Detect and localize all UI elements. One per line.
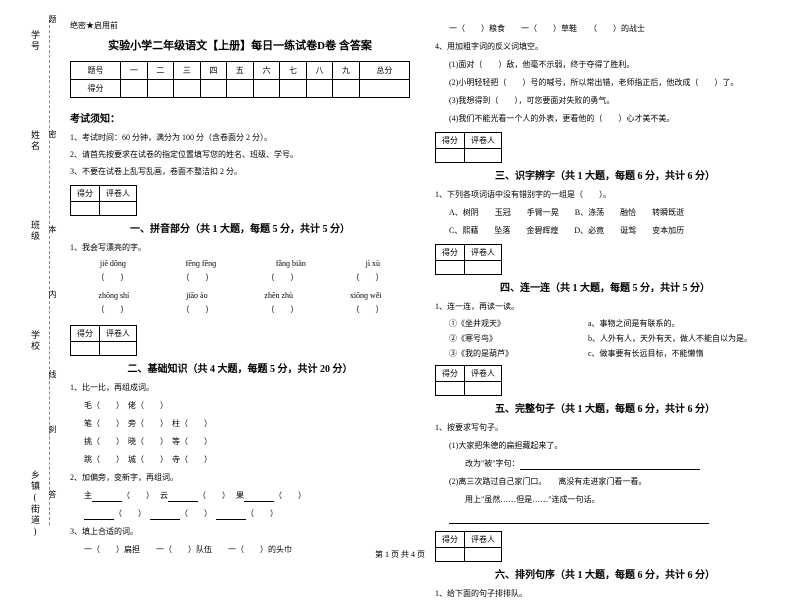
sec2-q3-line: 一（ ）扁担 一（ ）队伍 一（ ）的头巾 bbox=[70, 544, 410, 556]
py-1-0: jiē dōnɡ bbox=[100, 259, 126, 268]
gutter-mark-5: 刹 bbox=[47, 425, 58, 435]
th-5: 五 bbox=[227, 62, 254, 80]
paren-row-1: （ ）（ ）（ ）（ ） bbox=[70, 272, 410, 283]
th-9: 九 bbox=[333, 62, 360, 80]
sec2-q4: 4、用加粗字词的反义词填空。 bbox=[435, 41, 775, 53]
gutter-label-xingming: 姓名 bbox=[29, 130, 42, 152]
sec2-q1: 1、比一比，再组成词。 bbox=[70, 382, 410, 394]
sec5-item-2: (2)离三次路过自己家门口。 离没有走进家门看一看。 bbox=[435, 476, 775, 488]
pinyin-row-2: zhōnɡ shí jiāo ào zhēn zhù xiōnɡ wěi bbox=[70, 291, 410, 300]
binding-gutter: 学号 姓名 班级 学校 乡镇(街道) 题 密 本 内 线 刹 答 bbox=[0, 0, 60, 545]
notice-3: 3、不要在试卷上乱写乱画，卷面不整洁扣 2 分。 bbox=[70, 166, 410, 177]
th-8: 八 bbox=[306, 62, 333, 80]
pair-row-3: 跳（ ） 城（ ） 寺（ ） bbox=[70, 454, 410, 466]
py-1-3: jì xù bbox=[366, 259, 380, 268]
sec6-q1: 1、给下面的句子排排队。 bbox=[435, 588, 775, 600]
sec4-q1: 1、连一连，再读一读。 bbox=[435, 301, 775, 313]
th-4: 四 bbox=[200, 62, 227, 80]
th-0: 题号 bbox=[71, 62, 121, 80]
notice-1: 1、考试时间：60 分钟，满分为 100 分（含卷面分 2 分）。 bbox=[70, 132, 410, 143]
sb-c2: 评卷人 bbox=[100, 185, 137, 201]
sb-c1: 得分 bbox=[71, 185, 100, 201]
sec5-blank bbox=[435, 512, 775, 524]
sec2-q2-line2: （ ） （ ） （ ） bbox=[70, 508, 410, 520]
table-row: 得分 bbox=[71, 80, 410, 98]
gutter-mark-0: 题 bbox=[47, 15, 58, 25]
right-column: 一（ ）粮食 一（ ）草鞋 （ ）的战士 4、用加粗字词的反义词填空。 (1)面… bbox=[435, 20, 775, 535]
q4-item-3: (4)我们不能光看一个人的外表，更看他的（ ）心才美不美。 bbox=[435, 113, 775, 125]
sec2-q3: 3、填上合适的词。 bbox=[70, 526, 410, 538]
conn-row-0: ①《坐井观天》a、事物之间是有联系的。 bbox=[435, 318, 775, 329]
sec5-item-1: 改为"被"字句： bbox=[435, 458, 775, 470]
sec3-opt-1: C、熙藉 坠落 金碧辉煌 D、必竟 诞驾 变本加历 bbox=[435, 225, 775, 237]
gutter-label-banji: 班级 bbox=[29, 220, 42, 242]
sec2-q2: 2、加偏旁，变新字，再组词。 bbox=[70, 472, 410, 484]
gutter-mark-3: 内 bbox=[47, 290, 58, 300]
section4-title: 四、连一连（共 1 大题，每题 5 分，共计 5 分） bbox=[435, 279, 775, 294]
sec3-q1: 1、下列各项词语中没有错别字的一组是（ ）。 bbox=[435, 189, 775, 201]
scorebox-sec3: 得分评卷人 bbox=[435, 132, 775, 163]
th-7: 七 bbox=[280, 62, 307, 80]
sec2-q2-line: 主（ ） 云（ ） 果（ ） bbox=[70, 490, 410, 502]
gutter-mark-1: 密 bbox=[47, 130, 58, 140]
conn-row-1: ②《寒号鸟》b、人外有人，天外有天，做人不能自以为是。 bbox=[435, 333, 775, 344]
section6-title: 六、排列句序（共 1 大题，每题 6 分，共计 6 分） bbox=[435, 566, 775, 581]
scorebox-sec2: 得分评卷人 bbox=[70, 325, 410, 356]
th-6: 六 bbox=[253, 62, 280, 80]
paren-row-2: （ ）（ ）（ ）（ ） bbox=[70, 304, 410, 315]
sec3-opt-0: A、树阴 玉冠 手臂一晃 B、涤荡 融恰 转瞬既逝 bbox=[435, 207, 775, 219]
gutter-label-xuehao: 学号 bbox=[29, 30, 42, 52]
notice-2: 2、请首先按要求在试卷的指定位置填写您的姓名、班级、学号。 bbox=[70, 149, 410, 160]
section5-title: 五、完整句子（共 1 大题，每题 6 分，共计 6 分） bbox=[435, 400, 775, 415]
section2-title: 二、基础知识（共 4 大题，每题 5 分，共计 20 分） bbox=[70, 360, 410, 375]
sec5-q1: 1、按要求写句子。 bbox=[435, 422, 775, 434]
scorebox-sec4: 得分评卷人 bbox=[435, 244, 775, 275]
table-row: 题号 一 二 三 四 五 六 七 八 九 总分 bbox=[71, 62, 410, 80]
gutter-mark-2: 本 bbox=[47, 225, 58, 235]
q4-item-2: (3)我想得到（ ），可您要面对失败的勇气。 bbox=[435, 95, 775, 107]
pair-row-2: 挑（ ） 晓（ ） 等（ ） bbox=[70, 436, 410, 448]
sec5-item-0: (1)大家把朱德的扁担藏起来了。 bbox=[435, 440, 775, 452]
gutter-mark-4: 线 bbox=[47, 370, 58, 380]
gutter-label-xuexiao: 学校 bbox=[29, 330, 42, 352]
pinyin-row-1: jiē dōnɡ fēnɡ fēnɡ fǎnɡ biàn jì xù bbox=[70, 259, 410, 268]
conn-row-2: ③《我的是葫芦》c、做事要有长远目标，不能懒惰 bbox=[435, 348, 775, 359]
sec1-q1: 1、我会写漂亮的字。 bbox=[70, 242, 410, 254]
td-score-label: 得分 bbox=[71, 80, 121, 98]
scorebox-sec6: 得分评卷人 bbox=[435, 531, 775, 562]
paper-title: 实验小学二年级语文【上册】每日一练试卷D卷 含答案 bbox=[70, 37, 410, 53]
py-2-0: zhōnɡ shí bbox=[98, 291, 129, 300]
secret-label: 绝密★启用前 bbox=[70, 20, 410, 31]
gutter-dashed-line bbox=[49, 20, 50, 525]
score-summary-table: 题号 一 二 三 四 五 六 七 八 九 总分 得分 bbox=[70, 61, 410, 98]
top-right-line: 一（ ）粮食 一（ ）草鞋 （ ）的战士 bbox=[435, 23, 775, 35]
pair-row-0: 毛（ ） 佬（ ） bbox=[70, 400, 410, 412]
left-column: 绝密★启用前 实验小学二年级语文【上册】每日一练试卷D卷 含答案 题号 一 二 … bbox=[70, 20, 410, 535]
th-2: 二 bbox=[147, 62, 174, 80]
scorebox-sec1: 得分评卷人 bbox=[70, 185, 410, 216]
th-10: 总分 bbox=[359, 62, 409, 80]
notice-title: 考试须知： bbox=[70, 110, 410, 125]
th-3: 三 bbox=[174, 62, 201, 80]
q4-item-0: (1)面对（ ）敌，他毫不示弱，终于夺得了胜利。 bbox=[435, 59, 775, 71]
th-1: 一 bbox=[121, 62, 148, 80]
py-2-1: jiāo ào bbox=[186, 291, 208, 300]
pair-row-1: 笔（ ） 旁（ ） 柱（ ） bbox=[70, 418, 410, 430]
section1-title: 一、拼音部分（共 1 大题，每题 5 分，共计 5 分） bbox=[70, 220, 410, 235]
sec5-item-3: 用上"虽然……但是……"连成一句话。 bbox=[435, 494, 775, 506]
py-1-1: fēnɡ fēnɡ bbox=[186, 259, 216, 268]
gutter-mark-6: 答 bbox=[47, 490, 58, 500]
scorebox-sec5: 得分评卷人 bbox=[435, 365, 775, 396]
gutter-label-xiangzhen: 乡镇(街道) bbox=[29, 470, 42, 538]
py-1-2: fǎnɡ biàn bbox=[276, 259, 306, 268]
py-2-3: xiōnɡ wěi bbox=[350, 291, 382, 300]
py-2-2: zhēn zhù bbox=[264, 291, 293, 300]
q4-item-1: (2)小明轻轻把（ ）号的喊号，所以常出错，老师指正后，他改成（ ）了。 bbox=[435, 77, 775, 89]
section3-title: 三、识字辨字（共 1 大题，每题 6 分，共计 6 分） bbox=[435, 167, 775, 182]
